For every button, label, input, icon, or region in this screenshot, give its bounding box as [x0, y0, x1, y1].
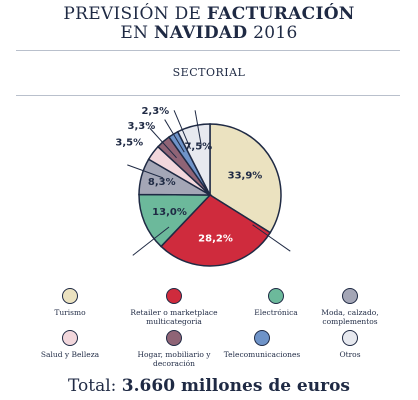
legend-label-turismo: Turismo — [54, 308, 86, 317]
legend-item-otros: Otros — [298, 330, 402, 359]
legend-item-telecomunicaciones: Telecomunicaciones — [210, 330, 314, 359]
leader-line-otros — [194, 110, 202, 146]
pie-slice-2 — [138, 193, 212, 248]
title-line1-bold: FACTURACIÓN — [206, 4, 355, 24]
pie-label-2: 13,0% — [152, 207, 187, 218]
total-value: 3.660 millones de euros — [121, 376, 350, 396]
leader-line-turismo — [252, 224, 291, 252]
legend-swatch-salud — [62, 330, 78, 346]
pie-chart: 33,9% 28,2% 13,0% 8,3% 3,5% 3,3% 2,3% 7,5% — [115, 106, 291, 267]
legend-label-otros: Otros — [339, 350, 361, 359]
pie-label-3: 8,3% — [148, 177, 176, 188]
leader-line-moda — [127, 164, 164, 179]
pie-label-5: 3,3% — [128, 121, 156, 132]
legend-swatch-otros — [342, 330, 358, 346]
legend-item-salud: Salud y Belleza — [18, 330, 122, 359]
pie-slice-7 — [176, 123, 211, 196]
legend-swatch-telecomunicaciones — [254, 330, 270, 346]
legend-label-telecomunicaciones: Telecomunicaciones — [223, 350, 301, 359]
top-divider — [16, 50, 400, 51]
total-prefix: Total: — [68, 376, 122, 396]
title-line2-regular-b: 2016 — [247, 23, 298, 43]
legend-swatch-moda — [342, 288, 358, 304]
legend-label-salud: Salud y Belleza — [40, 350, 100, 359]
legend-item-electronica: Electrónica — [224, 288, 328, 317]
leader-line-salud — [149, 127, 177, 159]
legend-item-retailer: Retailer o marketplace multicategoria — [122, 288, 226, 326]
title-line-2: EN NAVIDAD 2016 — [0, 24, 418, 43]
chart-title: PREVISIÓN DE FACTURACIÓN EN NAVIDAD 2016 — [0, 5, 418, 43]
legend-label-retailer: Retailer o marketplace multicategoria — [130, 308, 218, 326]
chart-subtitle: SECTORIAL — [172, 66, 246, 79]
pie-label-0: 33,9% — [228, 171, 263, 182]
pie-label-1: 28,2% — [198, 234, 233, 245]
title-line1-regular: PREVISIÓN DE — [63, 4, 207, 24]
legend-label-moda: Moda, calzado, complementos — [321, 308, 379, 326]
pie-label-6: 2,3% — [141, 106, 169, 117]
legend-item-turismo: Turismo — [18, 288, 122, 317]
legend-label-electronica: Electrónica — [254, 308, 298, 317]
subtitle-divider — [16, 95, 400, 96]
title-line2-bold: NAVIDAD — [154, 23, 248, 43]
legend-label-hogar: Hogar, mobiliario y decoración — [137, 350, 211, 368]
pie-slice-1 — [160, 194, 272, 267]
pie-label-4: 3,5% — [115, 138, 143, 149]
legend-swatch-retailer — [166, 288, 182, 304]
leader-line-telecomunicaciones — [173, 110, 191, 150]
total-line: Total: 3.660 millones de euros — [0, 376, 418, 396]
legend-swatch-electronica — [268, 288, 284, 304]
legend-item-moda: Moda, calzado, complementos — [298, 288, 402, 326]
title-line-1: PREVISIÓN DE FACTURACIÓN — [0, 5, 418, 24]
legend-item-hogar: Hogar, mobiliario y decoración — [122, 330, 226, 368]
leader-line-hogar — [164, 119, 185, 153]
legend-swatch-turismo — [62, 288, 78, 304]
pie-label-7: 7,5% — [184, 141, 212, 152]
legend: Turismo Retailer o marketplace multicate… — [0, 288, 418, 378]
title-line2-regular-a: EN — [120, 23, 154, 43]
legend-swatch-hogar — [166, 330, 182, 346]
leader-line-electronica — [132, 226, 170, 256]
